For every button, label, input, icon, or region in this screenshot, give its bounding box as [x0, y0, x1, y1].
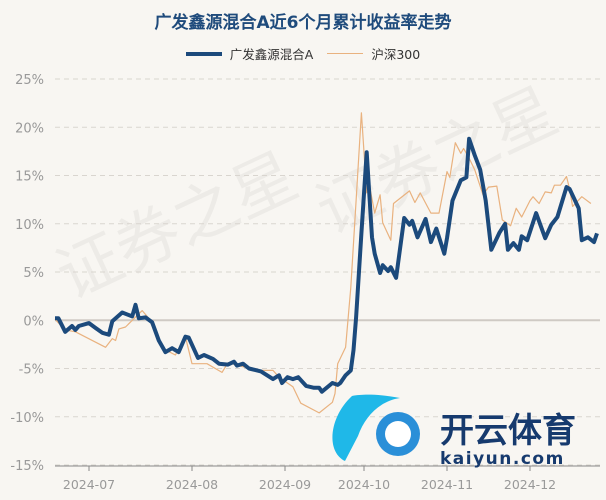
- logo-text-cn: 开云体育: [440, 411, 576, 451]
- x-tick-label: 2024-11: [421, 477, 473, 492]
- y-tick-label: 25%: [15, 73, 44, 88]
- x-axis: 2024-07 2024-08 2024-09 2024-10 2024-11 2024-…: [55, 465, 600, 492]
- grid: [55, 78, 600, 466]
- y-tick-label: -15%: [10, 459, 44, 474]
- watermark: 证券之星证券之星: [45, 74, 568, 314]
- chart-title: 广发鑫源混合A近6个月累计收益率走势: [154, 13, 452, 33]
- legend-swatch-fund: [185, 51, 222, 56]
- y-tick-label: 5%: [23, 266, 44, 281]
- y-tick-label: 0%: [23, 314, 44, 329]
- logo-k-icon: [332, 394, 400, 461]
- series-lines: [54, 112, 599, 414]
- y-tick-label: -5%: [19, 363, 44, 378]
- legend-label-index: 沪深300: [371, 47, 421, 62]
- x-tick-label: 2024-09: [259, 477, 311, 492]
- watermark-text: 证券之星: [305, 74, 568, 249]
- watermark-text: 证券之星: [45, 139, 308, 314]
- legend-swatch-index: [327, 53, 364, 54]
- legend-item-index[interactable]: 沪深300: [327, 44, 420, 63]
- logo-ball-inner: [385, 421, 411, 447]
- x-tick-label: 2024-08: [166, 477, 218, 492]
- fund-line: [55, 136, 599, 394]
- y-axis: 25% 20% 15% 10% 5% 0% -5% -10% -15%: [10, 73, 44, 474]
- legend-item-fund[interactable]: 广发鑫源混合A: [185, 44, 314, 63]
- y-tick-label: 20%: [15, 121, 44, 136]
- logo-text-en: kaiyun.com: [440, 449, 565, 469]
- x-tick-label: 2024-10: [338, 477, 390, 492]
- y-tick-label: -10%: [10, 411, 44, 426]
- x-tick-label: 2024-12: [504, 477, 556, 492]
- y-tick-label: 15%: [15, 170, 44, 185]
- legend-label-fund: 广发鑫源混合A: [229, 47, 314, 62]
- legend: 广发鑫源混合A 沪深300: [0, 44, 606, 63]
- x-tick-label: 2024-07: [63, 477, 115, 492]
- y-tick-label: 10%: [15, 218, 44, 233]
